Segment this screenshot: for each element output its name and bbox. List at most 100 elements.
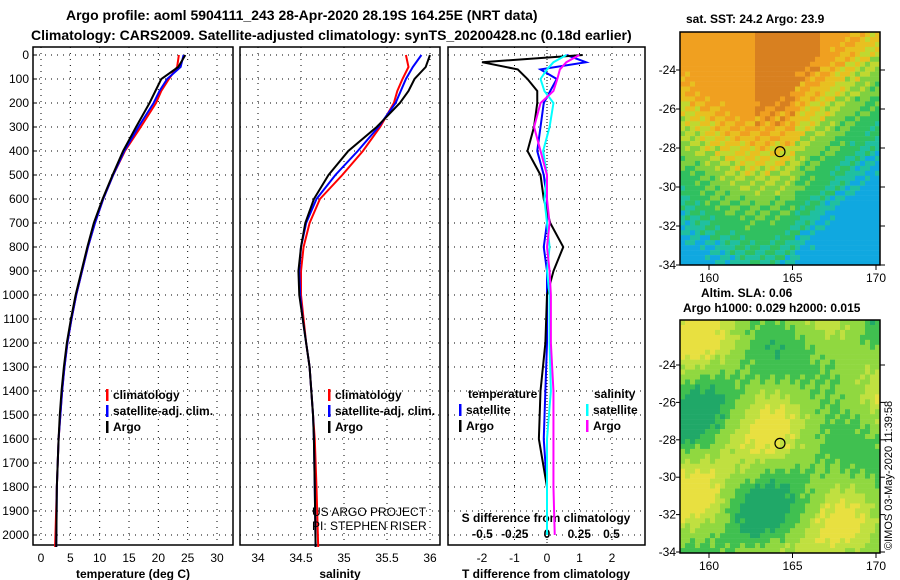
temperature-tick-label: 30: [210, 551, 224, 565]
diff-line-s-argo: [533, 54, 580, 536]
depth-tick-label: 2000: [2, 528, 29, 542]
t-diff-tick-label: -2: [477, 551, 488, 565]
depth-tick-label: 1900: [2, 504, 29, 518]
t-diff-tick-label: 1: [576, 551, 583, 565]
temperature-tick-label: 15: [122, 551, 136, 565]
sst-map-lat-label: -26: [659, 102, 677, 116]
depth-tick-label: 1500: [2, 408, 29, 422]
sla-map-lon-label: 165: [782, 559, 802, 573]
sst-map-lat-label: -34: [659, 258, 677, 272]
temperature-tick-label: 10: [93, 551, 107, 565]
sst-map-title: sat. SST: 24.2 Argo: 23.9: [686, 12, 825, 26]
depth-tick-label: 1800: [2, 480, 29, 494]
salinity-legend-swatch: [328, 405, 331, 417]
temperature-tick-label: 0: [38, 551, 45, 565]
t-diff-tick-label: 0: [544, 551, 551, 565]
title-line2: Climatology: CARS2009. Satellite-adjuste…: [31, 27, 632, 43]
salinity-tick-label: 36: [423, 551, 437, 565]
depth-tick-label: 1100: [3, 312, 29, 326]
salinity-legend-swatch: [328, 421, 331, 433]
sst-map-lat-label: -24: [659, 63, 677, 77]
depth-tick-label: 300: [9, 120, 29, 134]
sla-map-frame: [679, 319, 881, 554]
sst-map-argo-location-marker: [774, 146, 786, 158]
salinity-legend-label: satellite-adj. clim.: [335, 404, 435, 418]
sla-map-lat-label: -24: [659, 358, 677, 372]
sla-map-lat-label: -30: [659, 470, 677, 484]
t-diff-tick-label: 2: [609, 551, 616, 565]
s-diff-legend-label: Argo: [593, 419, 621, 433]
salinity-panel-frame: [239, 46, 441, 546]
t-diff-legend-swatch: [459, 420, 462, 432]
sla-map-lat-label: -32: [659, 508, 677, 522]
depth-tick-label: 900: [9, 264, 29, 278]
depth-tick-label: 200: [9, 96, 29, 110]
project-line2: PI: STEPHEN RISER: [312, 519, 427, 533]
sst-map-lon-label: 165: [782, 271, 802, 285]
sla-map-lat-label: -26: [659, 395, 677, 409]
diff-line-s-satellite: [539, 54, 567, 535]
depth-tick-label: 1700: [2, 456, 29, 470]
salinity-axis-label: salinity: [319, 567, 361, 580]
s-diff-tick-label: -0.5: [472, 527, 493, 541]
temperature-tick-label: 20: [152, 551, 166, 565]
temperature-legend-title: temperature: [468, 387, 538, 401]
t-diff-legend-label: Argo: [466, 419, 494, 433]
temperature-legend-label: climatology: [113, 388, 180, 402]
depth-tick-label: 1400: [2, 384, 29, 398]
sst-map-heatmap: [680, 32, 881, 266]
s-diff-legend-swatch: [586, 420, 589, 432]
salinity-tick-label: 34: [251, 551, 265, 565]
s-diff-tick-label: 0.5: [603, 527, 620, 541]
sla-map-heatmap: [680, 320, 881, 554]
sst-map-lat-label: -30: [659, 180, 677, 194]
depth-tick-label: 0: [22, 48, 29, 62]
sla-map-title: Altim. SLA: 0.06: [701, 286, 793, 300]
depth-tick-label: 1600: [2, 432, 29, 446]
depth-tick-label: 100: [9, 72, 29, 86]
depth-tick-label: 700: [9, 216, 29, 230]
title-line1: Argo profile: aoml 5904111_243 28-Apr-20…: [66, 7, 538, 23]
salinity-line-climatology: [300, 54, 410, 548]
temperature-legend-label: Argo: [113, 420, 141, 434]
depth-tick-label: 600: [9, 192, 29, 206]
depth-tick-label: 800: [9, 240, 29, 254]
salinity-tick-label: 34.5: [289, 551, 313, 565]
temperature-tick-label: 25: [181, 551, 195, 565]
depth-tick-label: 400: [9, 144, 29, 158]
salinity-legend-swatch: [328, 389, 331, 401]
salinity-legend-label: Argo: [335, 420, 363, 434]
sla-map-lat-label: -34: [659, 545, 677, 559]
temperature-panel-frame: [32, 46, 234, 546]
sst-map-lon-label: 170: [866, 271, 886, 285]
salinity-line-argo: [297, 54, 431, 548]
depth-tick-label: 1300: [2, 360, 29, 374]
temperature-legend-swatch: [106, 405, 109, 417]
t-diff-legend-label: satellite: [466, 403, 511, 417]
s-diff-tick-label: -0.25: [501, 527, 529, 541]
sla-map-subtitle: Argo h1000: 0.029 h2000: 0.015: [683, 301, 861, 315]
temperature-tick-label: 5: [67, 551, 74, 565]
t-diff-legend-swatch: [459, 404, 462, 416]
depth-tick-label: 1000: [2, 288, 29, 302]
sla-map-lon-label: 170: [866, 559, 886, 573]
sla-map-lon-label: 160: [699, 559, 719, 573]
sla-map-argo-location-marker: [774, 437, 786, 449]
s-diff-tick-label: 0.25: [568, 527, 592, 541]
salinity-tick-label: 35.5: [375, 551, 399, 565]
temperature-legend-swatch: [106, 389, 109, 401]
sst-map-lat-label: -28: [659, 141, 677, 155]
temperature-line-argo: [55, 54, 187, 548]
s-diff-legend-label: satellite: [593, 403, 638, 417]
depth-tick-label: 500: [9, 168, 29, 182]
sla-map-lat-label: -28: [659, 433, 677, 447]
depth-tick-label: 1200: [2, 336, 29, 350]
temperature-legend-label: satellite-adj. clim.: [113, 404, 213, 418]
salinity-tick-label: 35: [337, 551, 351, 565]
temperature-legend-swatch: [106, 421, 109, 433]
temperature-axis-label: temperature (deg C): [76, 567, 190, 580]
salinity-line-satellite-adj-clim-: [298, 54, 423, 548]
t-diff-tick-label: -1: [509, 551, 520, 565]
project-line1: US ARGO PROJECT: [312, 505, 427, 519]
